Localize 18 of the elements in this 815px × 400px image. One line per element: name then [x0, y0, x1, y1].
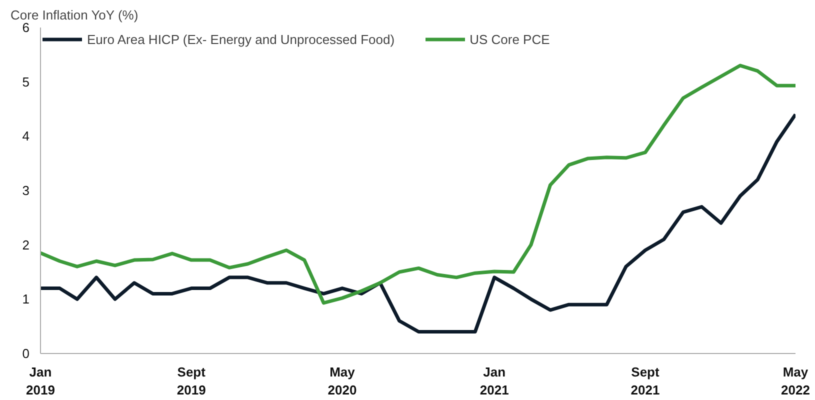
legend-label: US Core PCE — [470, 32, 550, 46]
x-tick-label: May 2020 — [328, 364, 357, 398]
x-tick-label: May 2022 — [781, 364, 810, 398]
x-tick-label: Sept 2019 — [176, 364, 206, 398]
x-tick-label: Sept 2021 — [630, 364, 660, 398]
legend-label: Euro Area HICP (Ex- Energy and Unprocessed Food) — [87, 32, 395, 46]
line-series — [40, 112, 796, 334]
y-tick-label: 3 — [22, 183, 30, 198]
y-tick-label: 0 — [22, 346, 30, 361]
y-tick-label: 2 — [22, 237, 30, 252]
y-tick-label: 4 — [22, 128, 30, 144]
y-tick-label: 5 — [22, 74, 30, 90]
y-tick-label: 1 — [22, 292, 30, 307]
y-tick-label: 6 — [22, 20, 30, 35]
y-axis-title: Core Inflation YoY (%) — [10, 8, 138, 22]
line-series — [40, 64, 796, 305]
x-tick-label: Jan 2021 — [480, 364, 509, 398]
x-tick-label: Jan 2019 — [26, 364, 55, 398]
